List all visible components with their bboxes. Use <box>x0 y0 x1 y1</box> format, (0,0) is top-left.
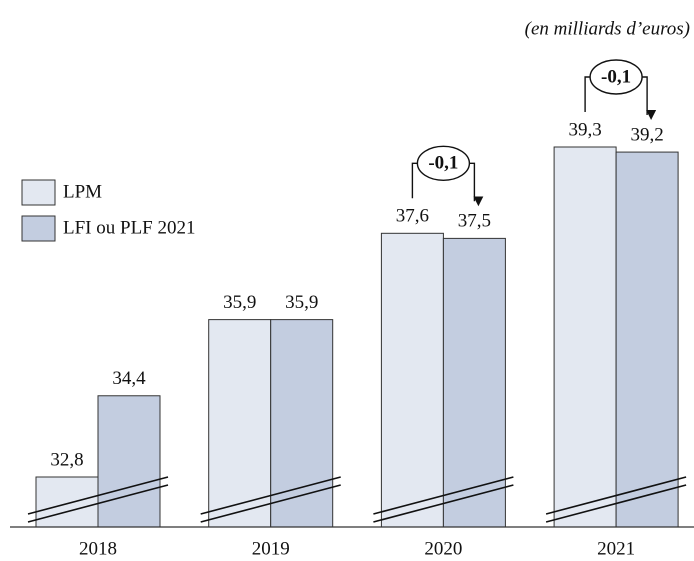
axis-break <box>373 476 514 515</box>
bar <box>615 151 679 528</box>
x-tick-label: 2019 <box>252 538 290 559</box>
value-label: 37,5 <box>458 211 491 232</box>
bar <box>380 232 444 528</box>
annotation-oval <box>589 59 643 95</box>
bar <box>97 395 161 528</box>
x-tick-label: 2021 <box>597 538 635 559</box>
legend-swatch <box>21 179 56 206</box>
bar <box>35 476 99 528</box>
bar <box>270 319 334 528</box>
annotation-oval <box>416 145 471 182</box>
value-label: 39,2 <box>630 124 663 145</box>
annotation-text: -0,1 <box>428 153 458 174</box>
bar <box>208 319 272 528</box>
legend-label: LPM <box>63 181 102 202</box>
axis-break <box>545 484 687 523</box>
legend-label: LFI ou PLF 2021 <box>63 217 196 238</box>
value-label: 35,9 <box>285 292 318 313</box>
value-label: 34,4 <box>112 368 146 389</box>
axis-break <box>373 484 514 523</box>
x-tick-label: 2020 <box>424 538 462 559</box>
axis-break <box>200 476 341 515</box>
annotation-arrow <box>642 76 657 120</box>
axis-break <box>545 476 687 515</box>
axis-break <box>27 484 169 523</box>
value-label: 35,9 <box>223 292 256 313</box>
value-label: 32,8 <box>50 449 83 470</box>
legend-swatch <box>21 215 56 242</box>
annotation-text: -0,1 <box>601 66 631 87</box>
subtitle: (en milliards d’euros) <box>525 18 690 39</box>
bar <box>442 237 506 528</box>
value-label: 37,6 <box>396 206 429 227</box>
value-label: 39,3 <box>568 119 601 140</box>
annotation-arrow <box>469 162 484 207</box>
x-tick-label: 2018 <box>79 538 117 559</box>
axis-break <box>200 484 341 523</box>
bar <box>553 146 617 528</box>
annotation-bracket <box>411 162 418 199</box>
axis-break <box>27 476 169 515</box>
annotation-bracket <box>584 76 591 112</box>
